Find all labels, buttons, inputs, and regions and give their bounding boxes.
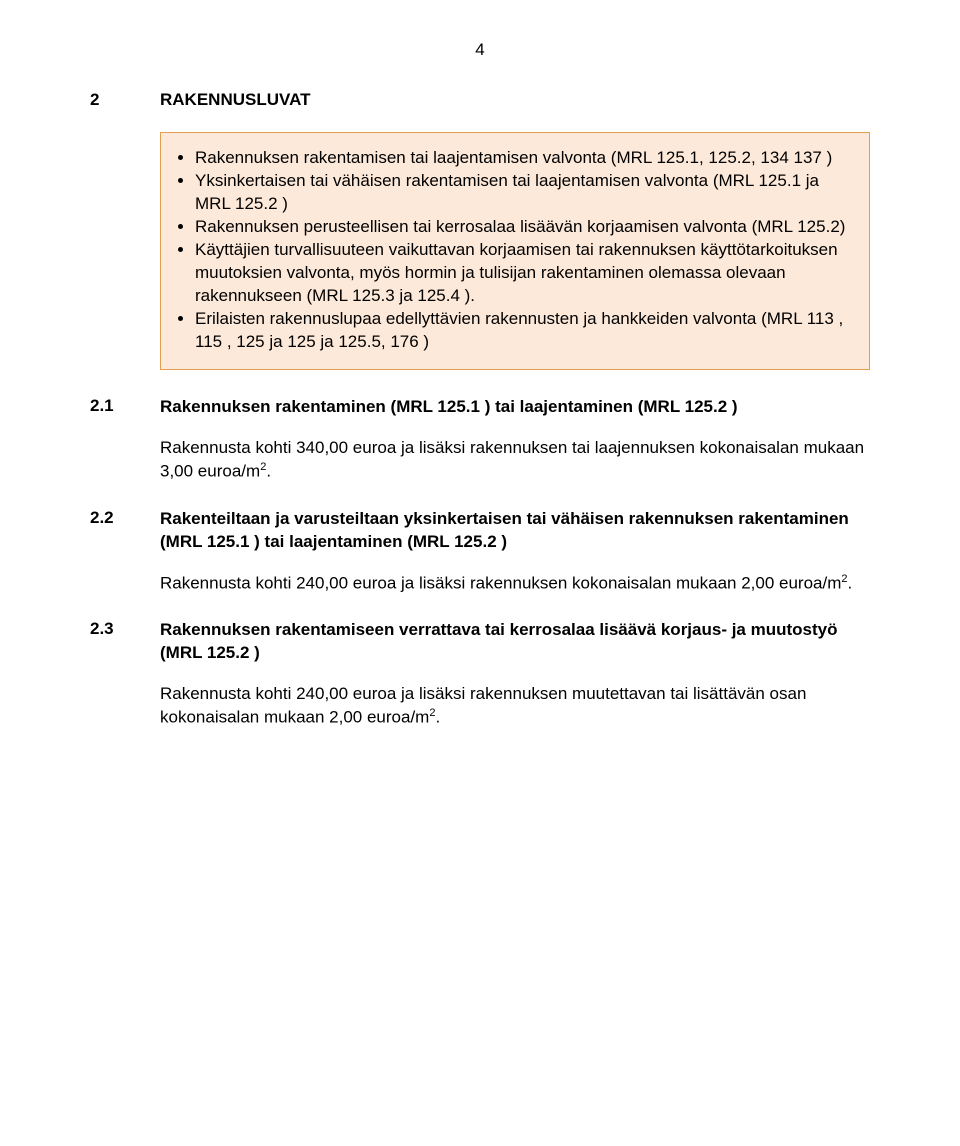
section-title: RAKENNUSLUVAT [160,90,310,110]
subsection-body: Rakennusta kohti 240,00 euroa ja lisäksi… [160,572,870,596]
subsection-body: Rakennusta kohti 240,00 euroa ja lisäksi… [160,683,870,730]
list-item: Rakennuksen perusteellisen tai kerrosala… [195,216,853,239]
info-box-list: Rakennuksen rakentamisen tai laajentamis… [177,147,853,353]
list-item: Käyttäjien turvallisuuteen vaikuttavan k… [195,239,853,308]
subsection-header: 2.2 Rakenteiltaan ja varusteiltaan yksin… [90,508,870,554]
subsection-header: 2.1 Rakennuksen rakentaminen (MRL 125.1 … [90,396,870,419]
page-number: 4 [90,40,870,60]
section-header: 2 RAKENNUSLUVAT [90,90,870,110]
list-item: Rakennuksen rakentamisen tai laajentamis… [195,147,853,170]
body-text-end: . [435,708,440,727]
subsection-title: Rakenteiltaan ja varusteiltaan yksinkert… [160,508,870,554]
body-text-end: . [266,462,271,481]
body-text: Rakennusta kohti 240,00 euroa ja lisäksi… [160,684,806,727]
subsection-number: 2.2 [90,508,160,554]
body-text-end: . [848,573,853,592]
section-number: 2 [90,90,160,110]
subsection-number: 2.3 [90,619,160,665]
subsection-title: Rakennuksen rakentamiseen verrattava tai… [160,619,870,665]
document-page: 4 2 RAKENNUSLUVAT Rakennuksen rakentamis… [0,0,960,794]
subsection-number: 2.1 [90,396,160,419]
subsection-header: 2.3 Rakennuksen rakentamiseen verrattava… [90,619,870,665]
body-text: Rakennusta kohti 240,00 euroa ja lisäksi… [160,573,841,592]
subsection-body: Rakennusta kohti 340,00 euroa ja lisäksi… [160,437,870,484]
subsection-title: Rakennuksen rakentaminen (MRL 125.1 ) ta… [160,396,738,419]
info-box: Rakennuksen rakentamisen tai laajentamis… [160,132,870,370]
list-item: Erilaisten rakennuslupaa edellyttävien r… [195,308,853,354]
list-item: Yksinkertaisen tai vähäisen rakentamisen… [195,170,853,216]
